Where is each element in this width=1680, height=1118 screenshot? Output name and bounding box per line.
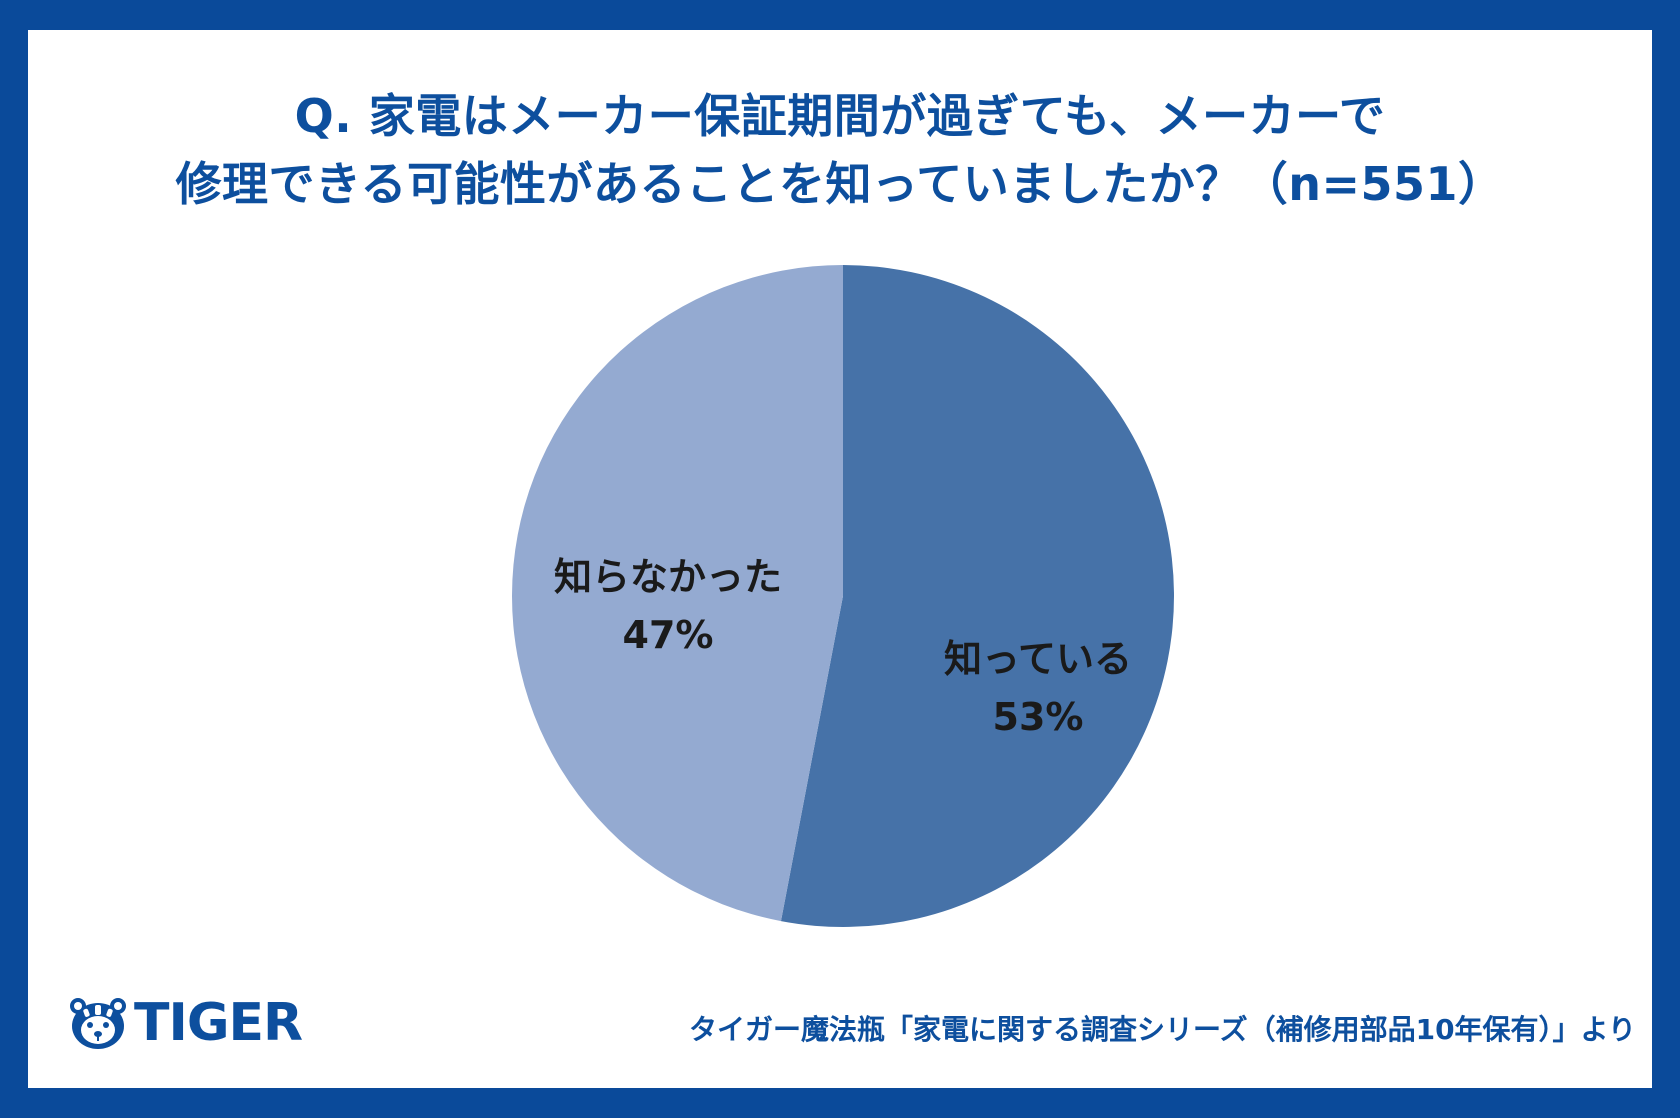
chart-title: Q. 家電はメーカー保証期間が過ぎても、メーカーで 修理できる可能性があることを…: [28, 82, 1652, 218]
tiger-logo: TIGER: [68, 993, 303, 1053]
chart-title-line-1: Q. 家電はメーカー保証期間が過ぎても、メーカーで: [294, 89, 1386, 143]
pie-chart: [511, 265, 1174, 927]
slice-label-known-name: 知っている: [943, 637, 1133, 681]
slice-label-unknown-value: 47%: [622, 613, 714, 657]
pie-slice-unknown: [511, 265, 843, 922]
logo-wordmark: TIGER: [134, 993, 303, 1053]
chart-title-line-2: 修理できる可能性があることを知っていましたか？（n=551）: [175, 157, 1505, 211]
slice-label-unknown: 知らなかった 47%: [488, 548, 848, 664]
slice-label-known: 知っている 53%: [858, 630, 1218, 746]
tiger-face-icon: [70, 998, 126, 1049]
slice-label-unknown-name: 知らなかった: [553, 555, 782, 599]
source-note: タイガー魔法瓶「家電に関する調査シリーズ（補修用部品10年保有）」より: [688, 1013, 1636, 1046]
chart-card: Q. 家電はメーカー保証期間が過ぎても、メーカーで 修理できる可能性があることを…: [28, 30, 1652, 1088]
slice-label-known-value: 53%: [992, 695, 1084, 739]
pie-slice-known: [780, 265, 1174, 927]
